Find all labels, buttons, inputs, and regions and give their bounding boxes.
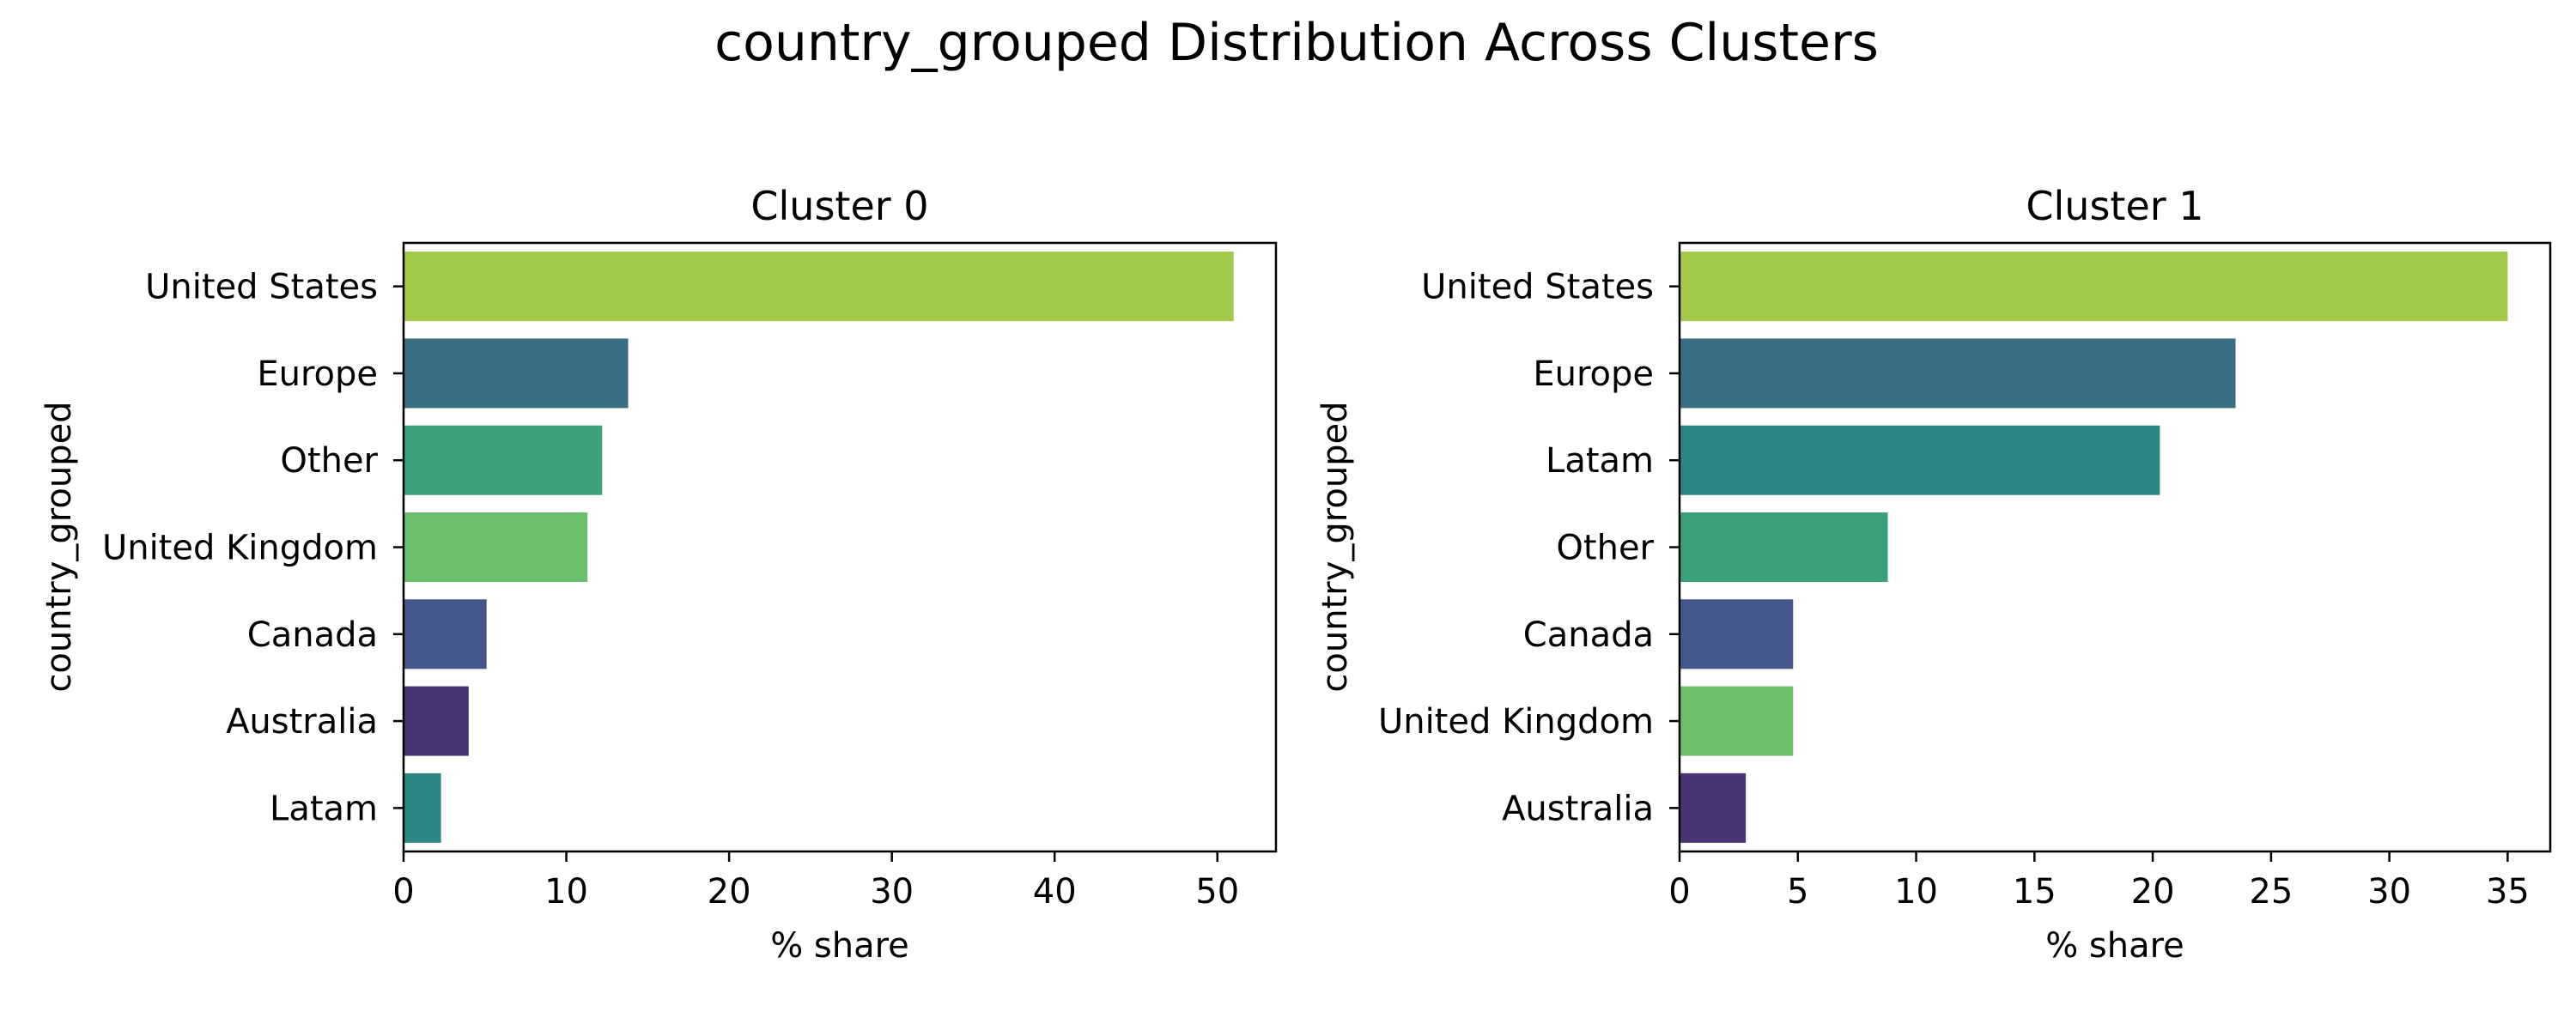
bar [1680, 251, 2508, 322]
bar [1680, 599, 1794, 670]
x-tick-label: 35 [2486, 872, 2530, 912]
chart-title: Cluster 0 [750, 183, 928, 229]
y-tick-label: United Kingdom [1378, 702, 1654, 742]
value-ticks: 0 10 20 30 40 50 [392, 851, 1239, 912]
bar [404, 251, 1234, 322]
x-tick-label: 25 [2249, 872, 2293, 912]
chart-cluster-0: Cluster 0 United StatesEuropeOtherUnited… [39, 183, 1278, 966]
bar [404, 686, 469, 756]
x-tick-label: 20 [708, 872, 751, 912]
y-tick-label: United States [145, 268, 378, 307]
y-tick-label: Australia [226, 702, 378, 742]
x-tick-label: 10 [1894, 872, 1938, 912]
category-tick-labels: United States Europe Other United Kingdom Ca… [102, 268, 404, 828]
plot-frame [402, 241, 1278, 853]
y-tick-label: United Kingdom [102, 529, 378, 568]
y-tick-label: Other [280, 441, 378, 481]
y-tick-label: Australia [1502, 789, 1654, 828]
bar [1680, 338, 2236, 409]
x-tick-label: 0 [392, 872, 414, 912]
y-tick-label: Other [1556, 529, 1654, 568]
x-axis-label: % share [2045, 926, 2184, 966]
y-axis-label: country_grouped [39, 401, 79, 692]
chart-title: Cluster 1 [2026, 183, 2203, 229]
bar [404, 772, 441, 843]
x-tick-label: 10 [544, 872, 588, 912]
x-tick-label: 20 [2131, 872, 2175, 912]
bar-group [1680, 251, 2508, 843]
x-tick-label: 15 [2013, 872, 2057, 912]
y-tick-label: United States [1421, 268, 1654, 307]
x-tick-label: 40 [1033, 872, 1077, 912]
bar [404, 425, 603, 495]
bar [1680, 772, 1747, 843]
x-tick-label: 30 [2367, 872, 2411, 912]
bar [404, 512, 588, 583]
y-tick-label: Canada [247, 615, 378, 655]
bar [1680, 425, 2160, 495]
x-tick-label: 50 [1195, 872, 1239, 912]
x-axis-label: % share [770, 926, 909, 966]
bar [404, 338, 629, 409]
y-tick-label: Europe [257, 354, 378, 394]
bar-group [404, 251, 1234, 843]
figure-suptitle: country_grouped Distribution Across Clus… [714, 13, 1879, 73]
y-tick-label: Europe [1533, 354, 1654, 394]
x-tick-label: 5 [1787, 872, 1808, 912]
bar [1680, 686, 1794, 756]
category-tick-labels: United States Europe Latam Other Canada Unite… [1378, 268, 1680, 828]
x-tick-label: 30 [870, 872, 914, 912]
value-ticks: 0 5 10 15 20 25 30 35 [1668, 851, 2530, 912]
plot-frame [1678, 241, 2552, 853]
bar [404, 599, 487, 670]
x-tick-label: 0 [1668, 872, 1690, 912]
y-tick-label: Canada [1523, 615, 1654, 655]
chart-cluster-1: Cluster 1 United States Europe Latam Other C… [1315, 183, 2552, 966]
bar [1680, 512, 1888, 583]
y-axis-label: country_grouped [1315, 401, 1355, 692]
y-tick-label: Latam [1546, 441, 1654, 481]
y-tick-label: Latam [270, 789, 378, 828]
